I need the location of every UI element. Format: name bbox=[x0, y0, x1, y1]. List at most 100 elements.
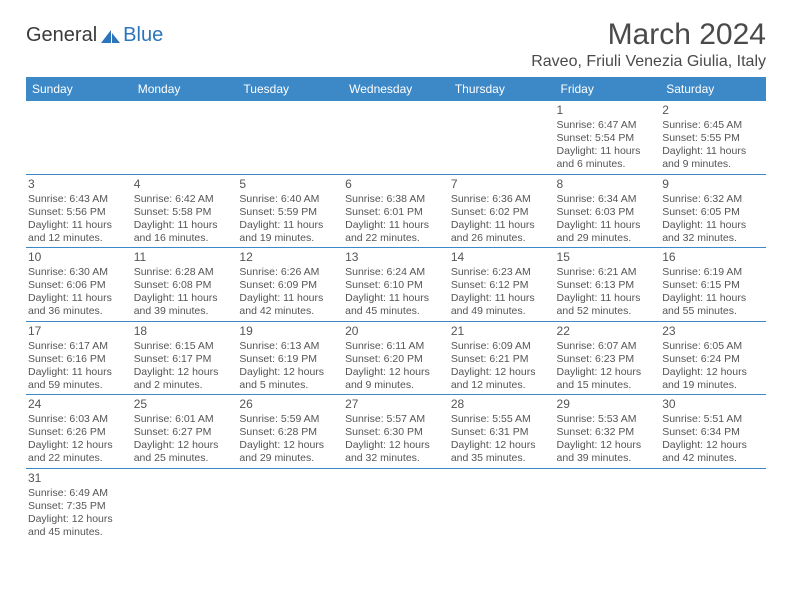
sunset-line: Sunset: 6:30 PM bbox=[345, 426, 445, 439]
calendar-row: 24Sunrise: 6:03 AMSunset: 6:26 PMDayligh… bbox=[26, 395, 766, 469]
daylight-line: Daylight: 11 hours bbox=[451, 292, 551, 305]
sunrise-line: Sunrise: 5:51 AM bbox=[662, 413, 762, 426]
sunset-line: Sunset: 6:15 PM bbox=[662, 279, 762, 292]
calendar-row: 3Sunrise: 6:43 AMSunset: 5:56 PMDaylight… bbox=[26, 174, 766, 248]
daylight-line: and 29 minutes. bbox=[557, 232, 657, 245]
sunrise-line: Sunrise: 6:42 AM bbox=[134, 193, 234, 206]
daylight-line: and 15 minutes. bbox=[557, 379, 657, 392]
weekday-header: Sunday bbox=[26, 77, 132, 101]
daylight-line: and 32 minutes. bbox=[662, 232, 762, 245]
calendar-cell bbox=[343, 468, 449, 541]
daylight-line: and 22 minutes. bbox=[28, 452, 128, 465]
sunset-line: Sunset: 6:23 PM bbox=[557, 353, 657, 366]
sunrise-line: Sunrise: 6:09 AM bbox=[451, 340, 551, 353]
day-number: 30 bbox=[662, 397, 762, 412]
logo: General Blue bbox=[26, 18, 163, 47]
sunrise-line: Sunrise: 6:40 AM bbox=[239, 193, 339, 206]
day-number: 17 bbox=[28, 324, 128, 339]
location: Raveo, Friuli Venezia Giulia, Italy bbox=[531, 53, 766, 71]
sunset-line: Sunset: 6:32 PM bbox=[557, 426, 657, 439]
sunrise-line: Sunrise: 6:34 AM bbox=[557, 193, 657, 206]
calendar-cell: 20Sunrise: 6:11 AMSunset: 6:20 PMDayligh… bbox=[343, 321, 449, 395]
calendar-cell bbox=[449, 101, 555, 174]
daylight-line: and 6 minutes. bbox=[557, 158, 657, 171]
day-number: 24 bbox=[28, 397, 128, 412]
calendar-row: 1Sunrise: 6:47 AMSunset: 5:54 PMDaylight… bbox=[26, 101, 766, 174]
sunrise-line: Sunrise: 5:53 AM bbox=[557, 413, 657, 426]
calendar-cell: 22Sunrise: 6:07 AMSunset: 6:23 PMDayligh… bbox=[555, 321, 661, 395]
day-number: 5 bbox=[239, 177, 339, 192]
sunset-line: Sunset: 6:17 PM bbox=[134, 353, 234, 366]
daylight-line: Daylight: 11 hours bbox=[28, 219, 128, 232]
sunrise-line: Sunrise: 6:30 AM bbox=[28, 266, 128, 279]
day-number: 9 bbox=[662, 177, 762, 192]
sunrise-line: Sunrise: 6:11 AM bbox=[345, 340, 445, 353]
daylight-line: Daylight: 11 hours bbox=[345, 219, 445, 232]
calendar-row: 17Sunrise: 6:17 AMSunset: 6:16 PMDayligh… bbox=[26, 321, 766, 395]
sunrise-line: Sunrise: 6:01 AM bbox=[134, 413, 234, 426]
daylight-line: and 12 minutes. bbox=[28, 232, 128, 245]
calendar-cell: 26Sunrise: 5:59 AMSunset: 6:28 PMDayligh… bbox=[237, 395, 343, 469]
daylight-line: Daylight: 11 hours bbox=[662, 219, 762, 232]
calendar-cell: 30Sunrise: 5:51 AMSunset: 6:34 PMDayligh… bbox=[660, 395, 766, 469]
sunset-line: Sunset: 6:10 PM bbox=[345, 279, 445, 292]
sunrise-line: Sunrise: 6:05 AM bbox=[662, 340, 762, 353]
day-number: 20 bbox=[345, 324, 445, 339]
logo-text-blue: Blue bbox=[123, 24, 163, 47]
daylight-line: Daylight: 11 hours bbox=[239, 219, 339, 232]
sunset-line: Sunset: 6:31 PM bbox=[451, 426, 551, 439]
calendar-page: General Blue March 2024 Raveo, Friuli Ve… bbox=[0, 0, 792, 551]
daylight-line: and 39 minutes. bbox=[557, 452, 657, 465]
daylight-line: and 45 minutes. bbox=[28, 526, 128, 539]
daylight-line: Daylight: 12 hours bbox=[134, 439, 234, 452]
daylight-line: Daylight: 12 hours bbox=[134, 366, 234, 379]
sunrise-line: Sunrise: 6:24 AM bbox=[345, 266, 445, 279]
calendar-cell: 9Sunrise: 6:32 AMSunset: 6:05 PMDaylight… bbox=[660, 174, 766, 248]
calendar-table: Sunday Monday Tuesday Wednesday Thursday… bbox=[26, 77, 766, 541]
daylight-line: and 42 minutes. bbox=[662, 452, 762, 465]
day-number: 27 bbox=[345, 397, 445, 412]
calendar-cell: 16Sunrise: 6:19 AMSunset: 6:15 PMDayligh… bbox=[660, 248, 766, 322]
sunset-line: Sunset: 6:08 PM bbox=[134, 279, 234, 292]
sunset-line: Sunset: 6:19 PM bbox=[239, 353, 339, 366]
sunrise-line: Sunrise: 6:19 AM bbox=[662, 266, 762, 279]
day-number: 19 bbox=[239, 324, 339, 339]
sunset-line: Sunset: 6:26 PM bbox=[28, 426, 128, 439]
daylight-line: Daylight: 12 hours bbox=[239, 366, 339, 379]
calendar-cell: 11Sunrise: 6:28 AMSunset: 6:08 PMDayligh… bbox=[132, 248, 238, 322]
daylight-line: Daylight: 11 hours bbox=[557, 145, 657, 158]
sunset-line: Sunset: 6:24 PM bbox=[662, 353, 762, 366]
daylight-line: Daylight: 11 hours bbox=[28, 366, 128, 379]
calendar-cell: 24Sunrise: 6:03 AMSunset: 6:26 PMDayligh… bbox=[26, 395, 132, 469]
calendar-cell: 7Sunrise: 6:36 AMSunset: 6:02 PMDaylight… bbox=[449, 174, 555, 248]
day-number: 15 bbox=[557, 250, 657, 265]
sunset-line: Sunset: 5:59 PM bbox=[239, 206, 339, 219]
day-number: 31 bbox=[28, 471, 128, 486]
sunset-line: Sunset: 5:58 PM bbox=[134, 206, 234, 219]
sunrise-line: Sunrise: 6:45 AM bbox=[662, 119, 762, 132]
day-number: 4 bbox=[134, 177, 234, 192]
weekday-header: Friday bbox=[555, 77, 661, 101]
daylight-line: Daylight: 12 hours bbox=[557, 439, 657, 452]
day-number: 18 bbox=[134, 324, 234, 339]
day-number: 6 bbox=[345, 177, 445, 192]
calendar-cell: 5Sunrise: 6:40 AMSunset: 5:59 PMDaylight… bbox=[237, 174, 343, 248]
month-title: March 2024 bbox=[531, 18, 766, 51]
daylight-line: Daylight: 11 hours bbox=[662, 145, 762, 158]
day-number: 2 bbox=[662, 103, 762, 118]
sunset-line: Sunset: 6:12 PM bbox=[451, 279, 551, 292]
sunrise-line: Sunrise: 6:15 AM bbox=[134, 340, 234, 353]
calendar-cell: 19Sunrise: 6:13 AMSunset: 6:19 PMDayligh… bbox=[237, 321, 343, 395]
day-number: 13 bbox=[345, 250, 445, 265]
calendar-cell: 31Sunrise: 6:49 AMSunset: 7:35 PMDayligh… bbox=[26, 468, 132, 541]
sunset-line: Sunset: 6:01 PM bbox=[345, 206, 445, 219]
sunrise-line: Sunrise: 5:55 AM bbox=[451, 413, 551, 426]
daylight-line: Daylight: 12 hours bbox=[662, 366, 762, 379]
calendar-row: 31Sunrise: 6:49 AMSunset: 7:35 PMDayligh… bbox=[26, 468, 766, 541]
daylight-line: Daylight: 11 hours bbox=[557, 292, 657, 305]
daylight-line: Daylight: 12 hours bbox=[662, 439, 762, 452]
daylight-line: and 52 minutes. bbox=[557, 305, 657, 318]
daylight-line: and 2 minutes. bbox=[134, 379, 234, 392]
calendar-cell bbox=[660, 468, 766, 541]
weekday-header-row: Sunday Monday Tuesday Wednesday Thursday… bbox=[26, 77, 766, 101]
